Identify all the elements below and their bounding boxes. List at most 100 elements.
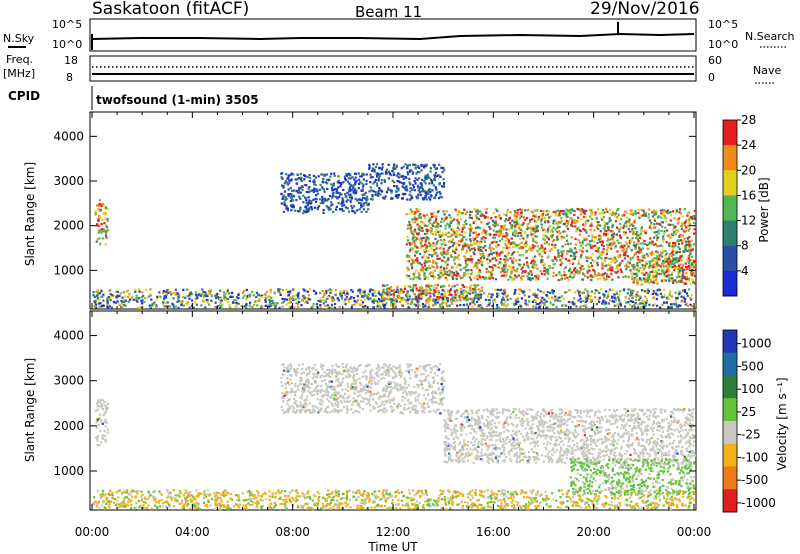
power-echo-cell bbox=[678, 270, 681, 273]
power-echo-cell bbox=[451, 299, 454, 302]
power-echo-cell bbox=[679, 255, 682, 258]
power-echo-cell bbox=[595, 225, 598, 228]
power-echo-cell bbox=[457, 221, 460, 224]
power-echo-cell bbox=[119, 292, 122, 295]
power-echo-cell bbox=[410, 242, 413, 245]
power-echo-cell bbox=[489, 243, 492, 246]
power-echo-cell bbox=[624, 231, 628, 234]
power-echo-cell bbox=[459, 299, 462, 302]
power-echo-cell bbox=[413, 276, 416, 279]
power-echo-cell bbox=[680, 259, 683, 262]
power-echo-cell bbox=[288, 300, 291, 303]
power-echo-cell bbox=[676, 266, 679, 270]
power-echo-cell bbox=[572, 301, 575, 304]
power-echo-cell bbox=[650, 253, 653, 256]
power-echo-cell bbox=[604, 256, 607, 260]
power-echo-cell bbox=[406, 266, 409, 269]
power-echo-cell bbox=[432, 224, 435, 227]
power-echo-cell bbox=[688, 221, 691, 224]
power-echo-cell bbox=[559, 296, 562, 299]
power-echo-cell bbox=[608, 257, 611, 260]
power-echo-cell bbox=[686, 304, 689, 307]
power-echo-cell bbox=[412, 247, 415, 250]
vel-echo-cell bbox=[99, 429, 102, 433]
vel-echo-cell bbox=[100, 441, 103, 444]
power-echo-cell bbox=[634, 247, 637, 250]
power-echo-cell bbox=[446, 278, 449, 281]
vel-echo-region bbox=[280, 362, 446, 415]
power-echo-cell bbox=[640, 251, 643, 254]
power-echo-cell bbox=[358, 303, 361, 306]
power-echo-cell bbox=[675, 230, 678, 233]
power-echo-cell bbox=[281, 297, 284, 300]
power-echo-cell bbox=[97, 204, 100, 207]
power-echo-cell bbox=[333, 172, 336, 175]
power-echo-cell bbox=[632, 267, 635, 270]
power-echo-cell bbox=[291, 288, 295, 291]
power-echo-cell bbox=[290, 209, 293, 212]
power-echo-cell bbox=[427, 188, 430, 191]
power-echo-cell bbox=[448, 214, 451, 217]
power-echo-cell bbox=[153, 301, 156, 305]
power-echo-cell bbox=[582, 237, 586, 240]
vel-echo-cell bbox=[94, 410, 97, 413]
power-echo-cell bbox=[667, 255, 670, 258]
power-echo-cell bbox=[447, 235, 450, 239]
power-echo-cell bbox=[304, 301, 307, 304]
power-echo-cell bbox=[397, 189, 400, 192]
power-echo-cell bbox=[494, 288, 497, 291]
power-echo-cell bbox=[581, 292, 584, 295]
power-echo-cell bbox=[540, 226, 544, 229]
power-echo-cell bbox=[687, 277, 690, 280]
power-echo-cell bbox=[446, 300, 449, 303]
vel-echo-cell bbox=[102, 434, 105, 437]
power-echo-cell bbox=[567, 242, 570, 245]
power-echo-cell bbox=[441, 304, 444, 308]
power-echo-cell bbox=[102, 304, 105, 307]
power-echo-cell bbox=[556, 238, 559, 241]
power-echo-cell bbox=[99, 295, 102, 298]
power-echo-cell bbox=[349, 297, 352, 300]
power-echo-cell bbox=[425, 236, 428, 239]
power-echo-cell bbox=[588, 269, 591, 272]
power-echo-cell bbox=[335, 191, 338, 195]
power-echo-cell bbox=[372, 306, 375, 309]
power-echo-cell bbox=[463, 272, 466, 275]
power-echo-cell bbox=[342, 291, 345, 295]
vel-echo-cell bbox=[105, 407, 108, 411]
power-echo-cell bbox=[378, 174, 381, 178]
power-echo-cell bbox=[418, 177, 421, 180]
power-echo-cell bbox=[602, 299, 605, 302]
power-echo-cell bbox=[472, 251, 475, 254]
power-echo-cell bbox=[632, 256, 635, 259]
power-echo-cell bbox=[582, 304, 585, 307]
power-echo-cell bbox=[643, 256, 646, 259]
power-echo-cell bbox=[692, 265, 695, 268]
power-echo-cell bbox=[542, 291, 545, 294]
power-echo-cell bbox=[651, 281, 654, 284]
vel-echo-cell bbox=[421, 380, 424, 383]
power-echo-cell bbox=[297, 294, 300, 297]
power-echo-cell bbox=[417, 189, 420, 192]
power-echo-cell bbox=[415, 269, 418, 272]
power-echo-cell bbox=[514, 300, 517, 303]
power-echo-cell bbox=[585, 231, 588, 234]
power-echo-cell bbox=[456, 226, 459, 229]
power-echo-cell bbox=[203, 292, 206, 295]
power-echo-cell bbox=[570, 271, 573, 274]
power-echo-cell bbox=[473, 241, 476, 245]
power-echo-cell bbox=[639, 277, 642, 280]
power-echo-cell bbox=[336, 197, 339, 200]
power-echo-cell bbox=[601, 272, 604, 275]
power-echo-cell bbox=[310, 200, 313, 203]
power-echo-cell bbox=[470, 227, 473, 230]
power-echo-cell bbox=[547, 229, 550, 232]
power-echo-cell bbox=[427, 285, 430, 288]
power-echo-cell bbox=[267, 295, 270, 298]
power-echo-cell bbox=[435, 217, 438, 220]
power-echo-cell bbox=[589, 215, 592, 218]
power-echo-cell bbox=[380, 168, 384, 171]
power-echo-cell bbox=[634, 245, 637, 248]
power-echo-cell bbox=[683, 289, 687, 292]
vel-echo-cell bbox=[395, 374, 398, 377]
